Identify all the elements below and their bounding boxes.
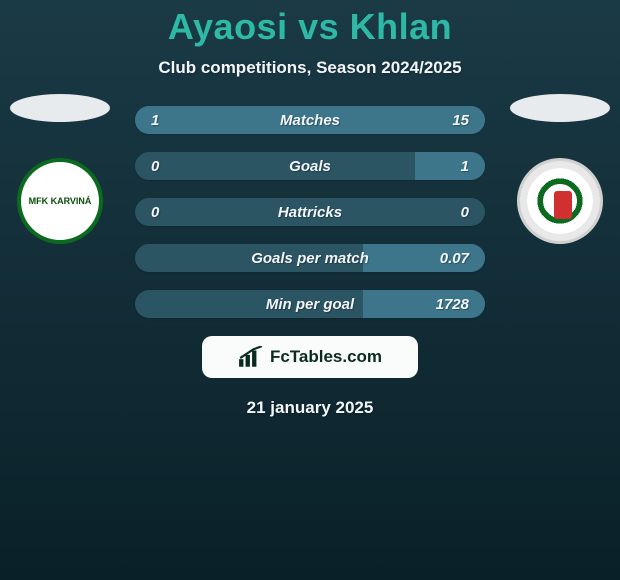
stat-label: Matches bbox=[201, 112, 419, 129]
stat-value-left: 1 bbox=[151, 112, 201, 129]
player-right bbox=[510, 94, 610, 244]
branding-badge: FcTables.com bbox=[202, 336, 418, 378]
stat-label: Hattricks bbox=[201, 204, 419, 221]
stat-value-left: 0 bbox=[151, 158, 201, 175]
branding-text: FcTables.com bbox=[270, 347, 382, 367]
stat-bars: 1Matches150Goals10Hattricks0Goals per ma… bbox=[135, 106, 485, 318]
comparison-card: Ayaosi vs Khlan Club competitions, Seaso… bbox=[0, 0, 620, 418]
stat-value-right: 15 bbox=[419, 112, 469, 129]
stat-row: 1Matches15 bbox=[135, 106, 485, 134]
stat-value-right: 0 bbox=[419, 204, 469, 221]
stat-value-right: 1728 bbox=[419, 296, 469, 313]
chart-icon bbox=[238, 346, 264, 368]
subtitle: Club competitions, Season 2024/2025 bbox=[0, 58, 620, 78]
stat-value-right: 1 bbox=[419, 158, 469, 175]
club-badge-right bbox=[517, 158, 603, 244]
club-label-left: MFK KARVINÁ bbox=[29, 196, 92, 206]
stat-label: Goals per match bbox=[201, 250, 419, 267]
stat-value-left: 0 bbox=[151, 204, 201, 221]
player-silhouette-left bbox=[10, 94, 110, 122]
comparison-body: MFK KARVINÁ 1Matches150Goals10Hattricks0… bbox=[0, 106, 620, 418]
stat-row: 0Goals1 bbox=[135, 152, 485, 180]
page-title: Ayaosi vs Khlan bbox=[0, 6, 620, 48]
player-left: MFK KARVINÁ bbox=[10, 94, 110, 244]
snapshot-date: 21 january 2025 bbox=[0, 398, 620, 418]
stat-value-right: 0.07 bbox=[419, 250, 469, 267]
club-badge-left: MFK KARVINÁ bbox=[17, 158, 103, 244]
stat-row: 0Hattricks0 bbox=[135, 198, 485, 226]
player-silhouette-right bbox=[510, 94, 610, 122]
stat-label: Min per goal bbox=[201, 296, 419, 313]
stat-row: Goals per match0.07 bbox=[135, 244, 485, 272]
stat-row: Min per goal1728 bbox=[135, 290, 485, 318]
stat-label: Goals bbox=[201, 158, 419, 175]
